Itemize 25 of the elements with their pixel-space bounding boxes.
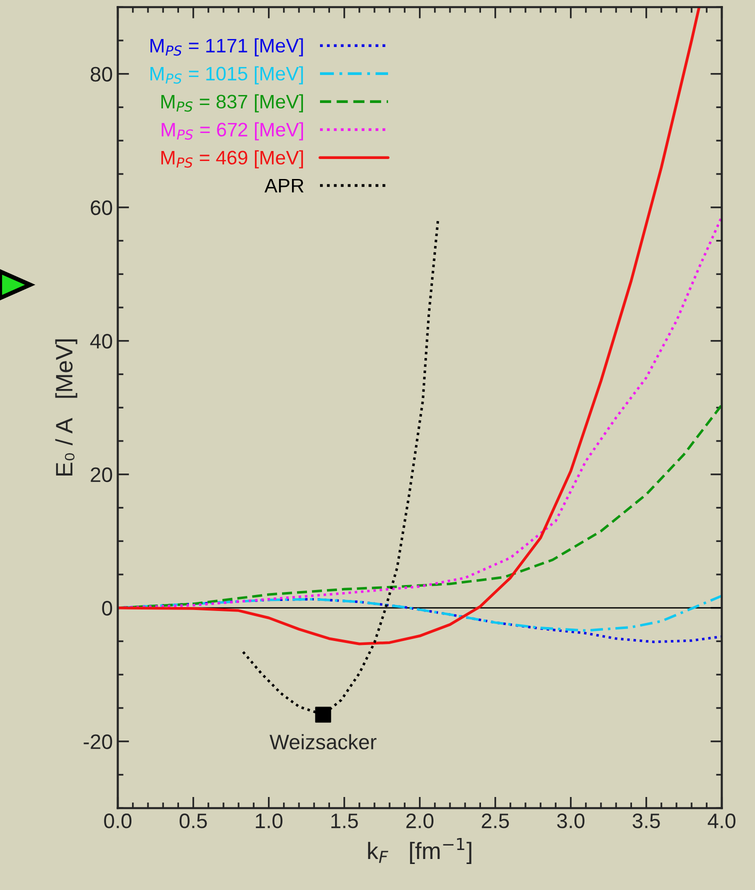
y-tick-label: 40 [90, 334, 112, 349]
legend-label: M$_{PS}$ = 837 [MeV] [161, 94, 303, 112]
legend-label: M$_{PS}$ = 672 [MeV] [162, 122, 303, 140]
text: k$_{F}$ [fm$^{−1}$] [368, 838, 472, 864]
y-tick-label: 20 [90, 467, 112, 482]
x-tick-label: 2.5 [482, 814, 509, 828]
x-tick-label: 1.5 [331, 814, 358, 828]
y-tick-label: 0 [102, 600, 112, 616]
x-tick-label: 1.0 [256, 814, 282, 828]
legend-label: APR [264, 178, 304, 192]
y-axis-title: E₀ / A [MeV] [55, 339, 78, 476]
x-tick-label: 2.0 [406, 814, 434, 828]
line-series [118, 7, 701, 646]
y-tick-label: 80 [90, 66, 112, 82]
x-tick-label: 3.5 [632, 814, 660, 828]
x-tick-label: 4.0 [708, 814, 736, 828]
x-tick-label: 0.0 [104, 814, 132, 828]
legend-label: M$_{PS}$ = 469 [MeV] [161, 150, 303, 168]
legend-label: M$_{PS}$ = 1015 [MeV] [150, 66, 303, 84]
x-tick-label: 0.5 [180, 814, 207, 828]
y-tick-label: -20 [84, 734, 112, 750]
annotation: Weizsacker [270, 734, 376, 750]
y-tick-label: 60 [90, 200, 112, 216]
x-tick-label: 3.0 [557, 814, 584, 828]
legend-label: M$_{PS}$ = 1171 [MeV] [150, 38, 303, 56]
